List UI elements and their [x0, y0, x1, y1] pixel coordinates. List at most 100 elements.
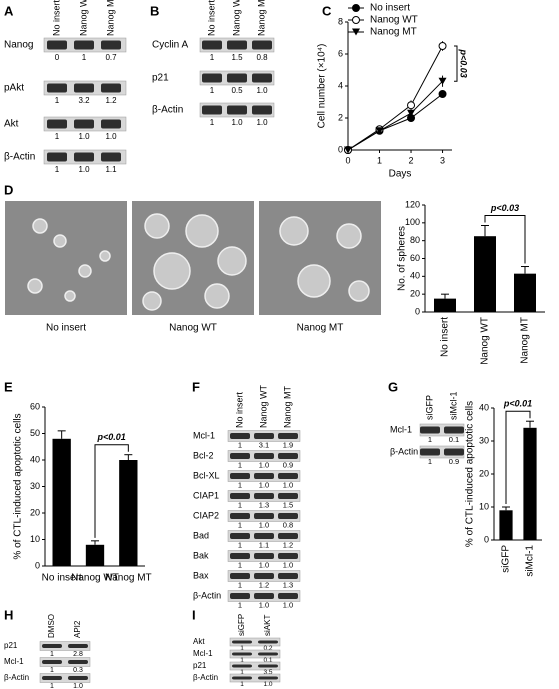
band-value: 1	[238, 580, 242, 589]
row-label: CIAP1	[193, 490, 219, 500]
band	[42, 644, 62, 648]
band-value: 1.0	[256, 118, 268, 127]
band	[202, 40, 222, 50]
sphere	[142, 291, 162, 311]
legend-marker	[352, 16, 360, 24]
band	[227, 40, 247, 50]
band	[232, 676, 252, 680]
band	[232, 664, 252, 668]
bar	[514, 273, 536, 312]
marker	[407, 101, 416, 110]
row-label: p21	[152, 73, 169, 84]
band-value: 0.1	[449, 435, 459, 444]
micrograph-caption: Nanog MT	[297, 323, 344, 334]
band	[230, 453, 250, 459]
band	[420, 426, 440, 434]
band-value: 1.0	[259, 460, 269, 469]
band	[278, 433, 298, 439]
bar	[434, 298, 456, 312]
band-value: 1	[240, 669, 244, 676]
band	[254, 473, 274, 479]
band-value: 1.2	[105, 96, 117, 105]
annotation: p<0.03	[459, 48, 469, 77]
y-tick-label: 0	[415, 306, 420, 316]
band-value: 1.0	[283, 560, 293, 569]
band	[101, 119, 121, 129]
row-label: Nanog	[4, 40, 33, 51]
band	[230, 533, 250, 539]
y-axis-label: % of CTL-induced apoptotic cells	[13, 413, 24, 559]
band-value: 1	[210, 118, 215, 127]
band	[42, 660, 62, 664]
band	[254, 433, 274, 439]
band-value: 0	[55, 53, 60, 62]
sphere	[279, 216, 309, 246]
row-label: CIAP2	[193, 510, 219, 520]
sphere	[144, 213, 170, 239]
marker	[375, 127, 384, 135]
bar	[85, 544, 105, 566]
band-value: 1.5	[231, 53, 243, 62]
band-value: 1	[50, 651, 54, 658]
y-tick-label: 60	[30, 401, 40, 411]
band-value: 1.0	[259, 480, 269, 489]
lane-label: Nanog MT	[256, 0, 266, 36]
band	[258, 652, 278, 656]
band	[101, 83, 121, 93]
band-value: 1	[82, 53, 87, 62]
band	[230, 433, 250, 439]
band-value: 1.0	[259, 600, 269, 609]
lane-label: Nanog MT	[282, 385, 292, 428]
marker	[438, 42, 447, 50]
band-value: 1	[238, 600, 242, 609]
y-tick-label: 0	[484, 534, 489, 544]
bar	[119, 460, 138, 566]
sphere	[217, 246, 247, 276]
band-value: 1	[238, 480, 242, 489]
band-value: 1	[238, 440, 242, 449]
band-value: 1.0	[283, 600, 293, 609]
band-value: 0.9	[283, 460, 293, 469]
band	[254, 493, 274, 499]
sphere	[348, 280, 370, 302]
marker	[407, 109, 416, 117]
panel-label: D	[4, 182, 13, 197]
row-label: β-Actin	[193, 590, 221, 600]
row-label: Bad	[193, 530, 209, 540]
sphere	[64, 290, 76, 302]
lane-label: No insert	[206, 0, 216, 36]
band-value: 1.0	[78, 165, 90, 174]
row-label: β-Actin	[152, 105, 183, 116]
lane-label: Nanog WT	[258, 384, 268, 428]
band	[278, 473, 298, 479]
y-tick-label: 6	[338, 48, 343, 58]
annotation: p<0.01	[503, 399, 532, 409]
panel-label: E	[4, 379, 13, 394]
y-axis-label: No. of spheres	[397, 226, 408, 291]
band	[101, 40, 121, 50]
row-label: Mcl-1	[193, 430, 215, 440]
marker	[438, 90, 447, 98]
band	[68, 644, 88, 648]
band	[254, 553, 274, 559]
band-value: 1	[55, 165, 60, 174]
band-value: 1	[210, 86, 215, 95]
row-label: β-Actin	[193, 673, 218, 682]
band	[278, 513, 298, 519]
band-value: 1	[428, 435, 432, 444]
band-value: 1.9	[283, 440, 293, 449]
legend-label: Nanog MT	[370, 27, 417, 38]
band	[258, 676, 278, 680]
band	[420, 448, 440, 456]
annotation: p<0.03	[490, 203, 519, 213]
band	[230, 473, 250, 479]
y-tick-label: 100	[405, 217, 420, 227]
lane-label: Nanog WT	[231, 0, 241, 36]
x-tick-label: siGFP	[501, 545, 512, 573]
band	[74, 40, 94, 50]
band-value: 1.3	[259, 500, 269, 509]
y-tick-label: 50	[30, 428, 40, 438]
legend-label: No insert	[370, 3, 410, 14]
row-label: Mcl-1	[193, 649, 213, 658]
band	[278, 493, 298, 499]
